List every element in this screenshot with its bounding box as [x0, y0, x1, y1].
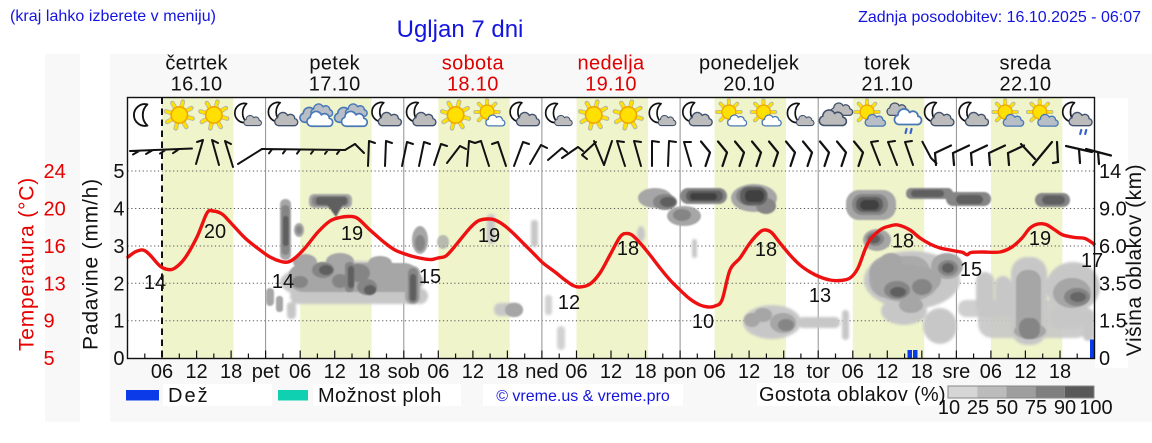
svg-text:18: 18	[911, 361, 933, 383]
svg-text:sobota: sobota	[442, 53, 505, 75]
svg-text:20.10: 20.10	[723, 74, 775, 96]
svg-text:19: 19	[1029, 228, 1051, 250]
svg-text:17: 17	[1081, 250, 1103, 272]
svg-text:Višina oblakov (km): Višina oblakov (km)	[1123, 164, 1146, 356]
svg-text:9.0: 9.0	[1099, 198, 1127, 220]
svg-text:torek: torek	[864, 53, 911, 75]
svg-text:12: 12	[558, 292, 580, 314]
svg-text:0: 0	[113, 348, 124, 370]
svg-text:© vreme.us & vreme.pro: © vreme.us & vreme.pro	[496, 388, 670, 405]
svg-text:sre: sre	[942, 361, 970, 383]
svg-text:pet: pet	[252, 361, 280, 383]
svg-text:petek: petek	[309, 53, 360, 75]
svg-text:18: 18	[496, 361, 518, 383]
svg-text:16: 16	[44, 236, 66, 258]
svg-text:Padavine (mm/h): Padavine (mm/h)	[80, 178, 103, 350]
svg-text:14: 14	[272, 271, 294, 293]
svg-text:18: 18	[773, 361, 795, 383]
svg-text:3.5: 3.5	[1099, 273, 1127, 295]
svg-text:15: 15	[960, 259, 982, 281]
svg-text:06: 06	[842, 361, 864, 383]
svg-text:Dež: Dež	[168, 385, 210, 407]
svg-text:18.10: 18.10	[447, 74, 499, 96]
svg-text:18: 18	[755, 239, 777, 261]
svg-text:0: 0	[1099, 348, 1110, 370]
svg-text:14: 14	[144, 272, 166, 294]
svg-text:20: 20	[44, 198, 66, 220]
svg-text:ponedeljek: ponedeljek	[699, 53, 800, 75]
svg-text:19: 19	[341, 223, 363, 245]
svg-text:06: 06	[980, 361, 1002, 383]
svg-text:12: 12	[1014, 361, 1036, 383]
svg-text:Temperatura (°C): Temperatura (°C)	[16, 177, 39, 351]
svg-text:pon: pon	[663, 361, 696, 383]
svg-text:18: 18	[892, 231, 914, 253]
svg-text:90: 90	[1054, 397, 1076, 419]
svg-text:15: 15	[419, 266, 441, 288]
svg-text:sob: sob	[388, 361, 420, 383]
svg-text:četrtek: četrtek	[165, 53, 228, 75]
svg-text:12: 12	[876, 361, 898, 383]
svg-text:Ugljan 7 dni: Ugljan 7 dni	[397, 16, 524, 43]
svg-text:(kraj lahko izberete v meniju): (kraj lahko izberete v meniju)	[10, 8, 216, 25]
svg-text:12: 12	[324, 361, 346, 383]
svg-text:06: 06	[565, 361, 587, 383]
svg-text:17.10: 17.10	[309, 74, 361, 96]
svg-text:24: 24	[44, 161, 66, 183]
svg-text:19.10: 19.10	[585, 74, 637, 96]
svg-text:06: 06	[289, 361, 311, 383]
svg-text:12: 12	[738, 361, 760, 383]
svg-text:13: 13	[44, 273, 66, 295]
svg-text:06: 06	[151, 361, 173, 383]
svg-text:10: 10	[938, 397, 960, 419]
svg-text:18: 18	[634, 361, 656, 383]
svg-text:19: 19	[478, 225, 500, 247]
svg-text:06: 06	[703, 361, 725, 383]
svg-text:06: 06	[427, 361, 449, 383]
svg-text:21.10: 21.10	[861, 74, 913, 96]
svg-text:1.5: 1.5	[1099, 311, 1127, 333]
svg-text:20: 20	[204, 221, 226, 243]
svg-text:nedelja: nedelja	[578, 53, 645, 75]
svg-text:Gostota oblakov (%): Gostota oblakov (%)	[759, 384, 946, 406]
svg-text:5: 5	[113, 161, 124, 183]
svg-text:6.0: 6.0	[1099, 236, 1127, 258]
svg-text:25: 25	[967, 397, 989, 419]
svg-text:12: 12	[600, 361, 622, 383]
svg-text:18: 18	[1049, 361, 1071, 383]
svg-text:2: 2	[113, 273, 124, 295]
svg-text:ned: ned	[525, 361, 558, 383]
svg-text:Zadnja posodobitev: 16.10.2025: Zadnja posodobitev: 16.10.2025 - 06:07	[858, 9, 1141, 26]
svg-text:tor: tor	[807, 361, 831, 383]
svg-text:16.10: 16.10	[171, 74, 223, 96]
svg-text:14: 14	[1099, 161, 1121, 183]
svg-text:18: 18	[617, 238, 639, 260]
svg-text:18: 18	[358, 361, 380, 383]
svg-text:4: 4	[113, 198, 124, 220]
svg-text:sreda: sreda	[1000, 53, 1052, 75]
svg-text:100: 100	[1079, 397, 1112, 419]
svg-text:Možnost ploh: Možnost ploh	[318, 385, 442, 407]
svg-text:22.10: 22.10	[1000, 74, 1052, 96]
svg-text:50: 50	[996, 397, 1018, 419]
svg-text:3: 3	[113, 236, 124, 258]
svg-text:10: 10	[692, 311, 714, 333]
svg-text:5: 5	[44, 348, 55, 370]
svg-text:75: 75	[1025, 397, 1047, 419]
svg-text:13: 13	[809, 285, 831, 307]
svg-text:12: 12	[462, 361, 484, 383]
svg-text:9: 9	[44, 311, 55, 333]
svg-text:1: 1	[113, 311, 124, 333]
svg-text:18: 18	[220, 361, 242, 383]
svg-text:12: 12	[185, 361, 207, 383]
